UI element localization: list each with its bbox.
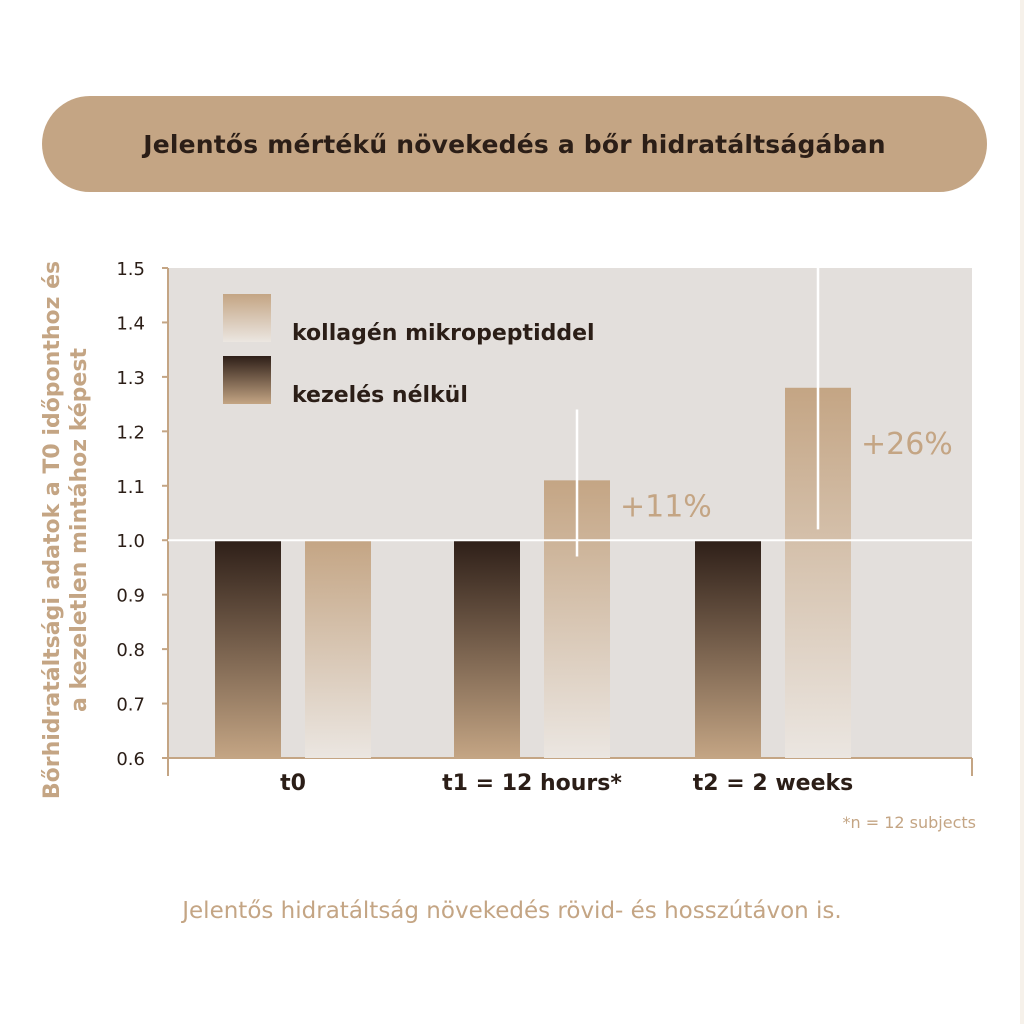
legend-label: kollagén mikropeptiddel <box>292 321 595 346</box>
bottom-caption: Jelentős hidratáltság növekedés rövid- é… <box>182 898 842 924</box>
y-tick-label: 0.6 <box>116 749 145 770</box>
y-tick-label: 1.3 <box>116 368 145 389</box>
legend-label: kezelés nélkül <box>292 383 468 408</box>
title-banner: Jelentős mértékű növekedés a bőr hidratá… <box>42 96 987 192</box>
y-tick-label: 0.9 <box>116 586 145 607</box>
y-tick-label: 0.7 <box>116 695 145 716</box>
x-tick-label: t2 = 2 weeks <box>693 771 853 796</box>
x-tick-label: t1 = 12 hours* <box>442 771 622 796</box>
chart-title: Jelentős mértékű növekedés a bőr hidratá… <box>143 129 886 159</box>
y-tick-label: 1.2 <box>116 422 145 443</box>
percent-annotation: +11% <box>620 489 712 524</box>
x-tick-label: t0 <box>280 771 306 796</box>
y-tick-label: 1.0 <box>116 531 145 552</box>
bar-untreated <box>454 540 520 758</box>
percent-annotation: +26% <box>861 427 953 462</box>
y-tick-label: 0.8 <box>116 640 145 661</box>
y-tick-label: 1.5 <box>116 259 145 280</box>
y-tick-label: 1.4 <box>116 313 145 334</box>
bar-collagen <box>305 540 371 758</box>
footnote: *n = 12 subjects <box>842 813 977 832</box>
bar-untreated <box>695 540 761 758</box>
legend-swatch <box>223 356 271 404</box>
bar-untreated <box>215 540 281 758</box>
page-edge-line <box>1020 0 1024 1024</box>
y-tick-label: 1.1 <box>116 477 145 498</box>
legend-swatch <box>223 294 271 342</box>
